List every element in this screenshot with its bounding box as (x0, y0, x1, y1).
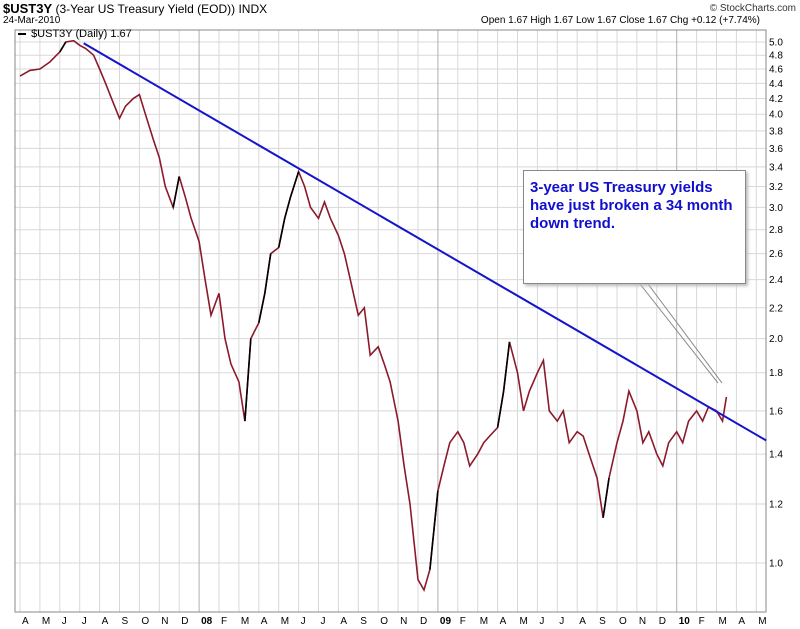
callout-pointer-1 (639, 283, 719, 384)
x-tick-label: J (539, 616, 544, 627)
y-tick-label: 2.0 (769, 334, 783, 345)
y-tick-label: 4.6 (769, 64, 783, 75)
y-tick-label: 3.0 (769, 203, 783, 214)
x-tick-label: A (261, 616, 268, 627)
x-tick-label: S (122, 616, 129, 627)
x-tick-label: N (161, 616, 168, 627)
x-tick-label: 08 (201, 616, 213, 627)
y-tick-label: 2.8 (769, 225, 783, 236)
x-tick-label: M (758, 616, 766, 627)
ohlc-summary: Open 1.67 High 1.67 Low 1.67 Close 1.67 … (480, 15, 760, 26)
y-tick-label: 1.2 (769, 499, 783, 510)
y-tick-label: 3.4 (769, 162, 783, 173)
x-tick-label: J (82, 616, 87, 627)
price-series-line (19, 39, 728, 593)
annotation-line-1: 3-year US Treasury yields (530, 179, 713, 196)
x-tick-label: D (659, 616, 666, 627)
x-tick-label: F (699, 616, 705, 627)
chart-title: $UST3Y (3-Year US Treasury Yield (EOD)) … (3, 1, 267, 16)
y-tick-label: 4.8 (769, 51, 783, 62)
annotation-line-2: have just broken a 34 month (530, 197, 733, 214)
x-tick-label: N (639, 616, 646, 627)
x-tick-label: 10 (679, 616, 691, 627)
x-tick-label: J (321, 616, 326, 627)
x-tick-label: J (301, 616, 306, 627)
y-tick-label: 1.4 (769, 450, 783, 461)
watermark: © StockCharts.com (709, 3, 796, 14)
y-tick-label: 4.4 (769, 79, 783, 90)
x-tick-label: S (360, 616, 367, 627)
y-tick-label: 3.2 (769, 182, 783, 193)
y-tick-label: 2.2 (769, 303, 783, 314)
x-tick-label: M (42, 616, 50, 627)
y-tick-label: 3.8 (769, 126, 783, 137)
x-tick-label: M (719, 616, 727, 627)
x-tick-label: J (62, 616, 67, 627)
y-tick-label: 2.4 (769, 275, 783, 286)
x-tick-label: D (181, 616, 188, 627)
chart-symbol: $UST3Y (3, 1, 53, 16)
annotation-line-3: down trend. (530, 215, 615, 232)
x-tick-label: A (22, 616, 29, 627)
y-tick-label: 3.6 (769, 144, 783, 155)
y-tick-label: 4.2 (769, 94, 783, 105)
x-tick-label: A (738, 616, 745, 627)
x-tick-label: M (281, 616, 289, 627)
callout-pointer-2 (647, 283, 723, 384)
chart-description: (3-Year US Treasury Yield (EOD)) (55, 2, 236, 16)
x-tick-label: A (340, 616, 347, 627)
legend-swatch (18, 33, 26, 36)
x-tick-label: M (480, 616, 488, 627)
x-tick-label: D (420, 616, 427, 627)
x-tick-label: M (241, 616, 249, 627)
y-tick-label: 5.0 (769, 38, 783, 49)
x-tick-label: 09 (440, 616, 452, 627)
chart-exchange: INDX (238, 2, 268, 16)
y-tick-label: 1.8 (769, 368, 783, 379)
y-axis: 1.0 1.2 1.4 1.6 1.8 2.0 2.2 2.4 2.6 2.8 3.0 3.2 3.4 3… (769, 38, 783, 570)
x-tick-label: O (619, 616, 627, 627)
x-tick-label: M (520, 616, 528, 627)
x-tick-label: F (221, 616, 227, 627)
x-tick-label: O (141, 616, 149, 627)
y-tick-label: 4.0 (769, 110, 783, 121)
x-axis: A M J J A S O N D 08 F M A M J J A S O N D 09 F M A M J J A S O N D 10 F M A… (22, 616, 767, 627)
annotation-callout: 3-year US Treasury yields have just brok… (523, 170, 746, 284)
price-series-up-segments (59, 41, 610, 570)
x-tick-label: N (400, 616, 407, 627)
x-tick-label: A (102, 616, 109, 627)
x-tick-label: O (380, 616, 388, 627)
chart-grid (15, 30, 766, 612)
y-tick-label: 1.0 (769, 559, 783, 570)
chart-date: 24-Mar-2010 (3, 15, 61, 26)
x-tick-label: S (599, 616, 606, 627)
trendline (83, 42, 767, 442)
series-legend: $UST3Y (Daily) 1.67 (18, 28, 132, 40)
x-tick-label: A (579, 616, 586, 627)
y-tick-label: 1.6 (769, 406, 783, 417)
legend-label: $UST3Y (Daily) 1.67 (31, 28, 132, 40)
x-tick-label: F (460, 616, 466, 627)
y-tick-label: 2.6 (769, 249, 783, 260)
x-tick-label: J (559, 616, 564, 627)
x-tick-label: A (500, 616, 507, 627)
plot-frame (14, 29, 767, 613)
